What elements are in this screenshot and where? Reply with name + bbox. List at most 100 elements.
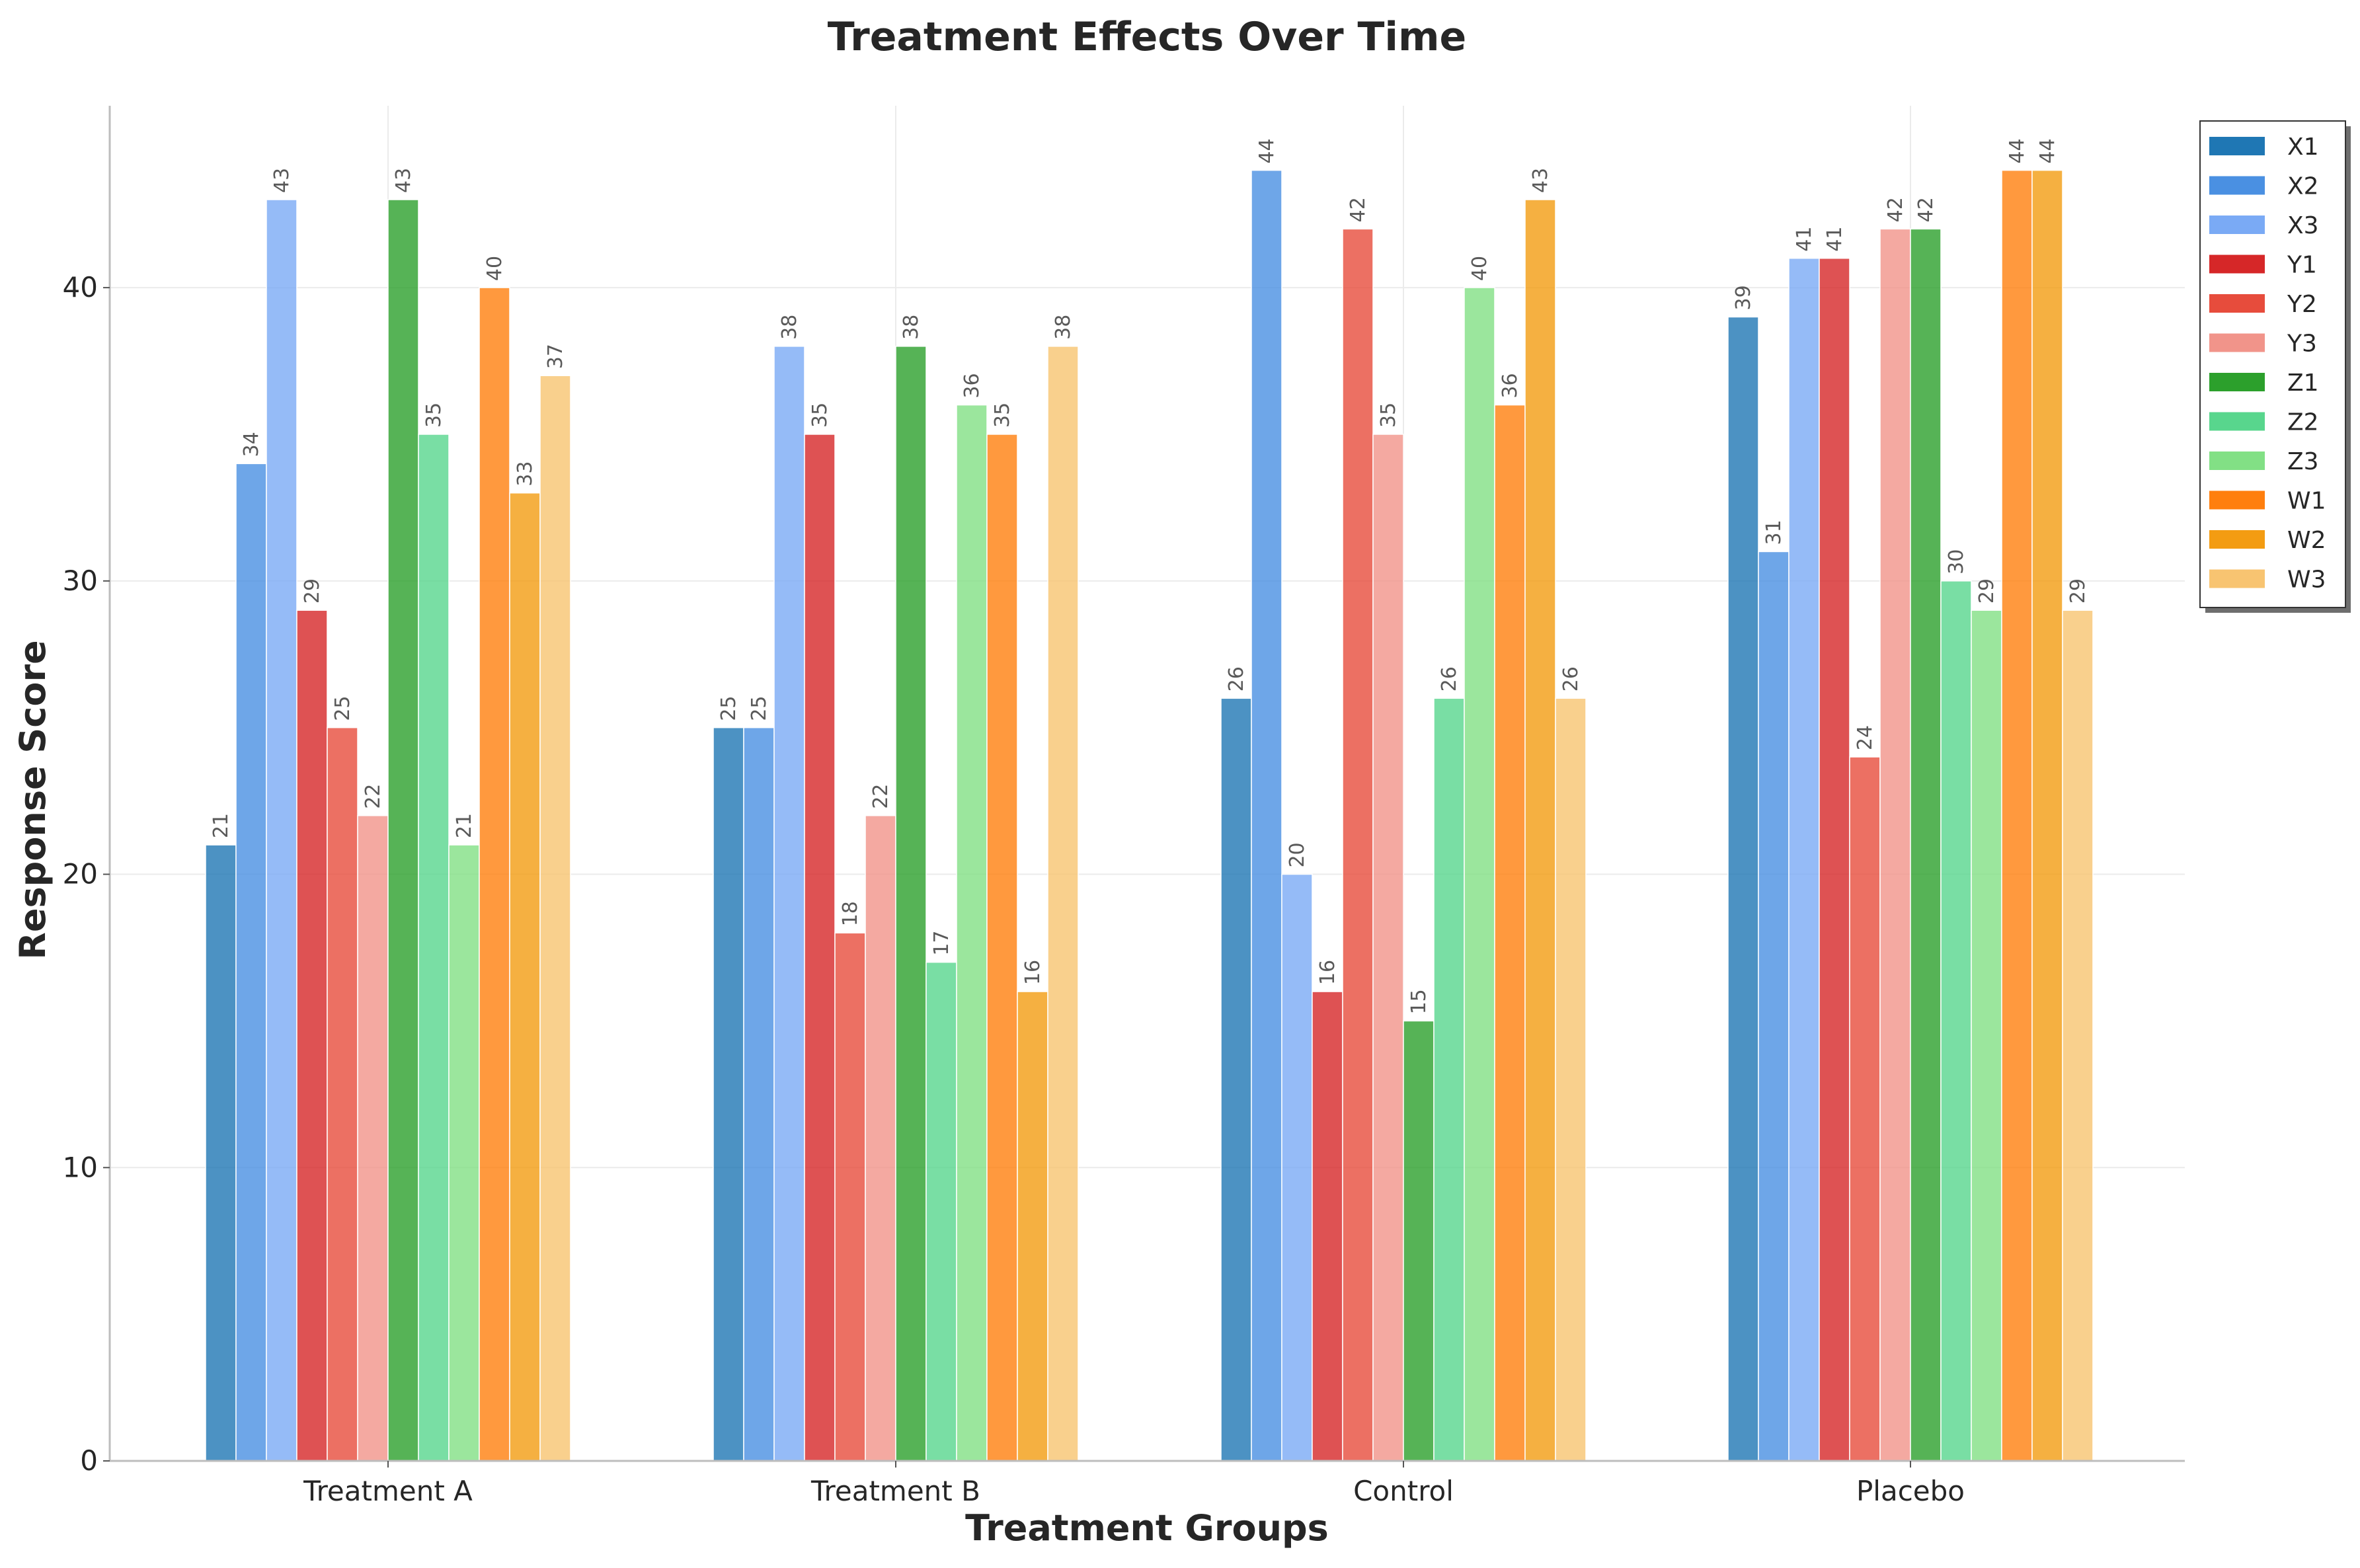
- bar-y3-treatment-b: [865, 815, 896, 1462]
- x-tick-label: Placebo: [1856, 1475, 1965, 1507]
- data-label: 30: [1945, 549, 1968, 574]
- y-tick-label: 40: [63, 271, 98, 303]
- data-label: 38: [1052, 315, 1075, 340]
- bar-y2-treatment-a: [327, 726, 358, 1462]
- legend-swatch-z3: [2209, 451, 2265, 470]
- bar-y1-treatment-b: [804, 434, 836, 1462]
- data-label: 38: [778, 315, 801, 340]
- bar-w3-control: [1555, 697, 1587, 1462]
- bar-x2-treatment-b: [743, 726, 775, 1462]
- data-label: 15: [1407, 989, 1431, 1014]
- data-label: 26: [1438, 666, 1461, 691]
- legend-swatch-y2: [2209, 294, 2265, 313]
- bar-x1-control: [1220, 697, 1252, 1462]
- legend-label-w1: W1: [2287, 488, 2326, 515]
- data-label: 29: [1975, 578, 1998, 604]
- data-label: 42: [1884, 197, 1907, 222]
- y-tick-label: 20: [63, 858, 98, 890]
- data-label: 44: [2006, 138, 2029, 163]
- bar-w1-treatment-a: [479, 287, 510, 1462]
- bar-z1-treatment-b: [895, 346, 927, 1462]
- bar-y1-control: [1312, 991, 1343, 1462]
- bar-x3-control: [1281, 873, 1313, 1462]
- data-label: 39: [1732, 285, 1755, 310]
- bar-x1-placebo: [1727, 316, 1759, 1462]
- bar-y1-placebo: [1819, 257, 1850, 1462]
- bar-x2-treatment-a: [235, 463, 267, 1462]
- legend-box: [2199, 120, 2346, 608]
- data-label: 22: [869, 784, 892, 809]
- bar-w1-placebo: [2001, 169, 2033, 1462]
- y-axis-label: Response Score: [12, 640, 54, 959]
- data-label: 36: [961, 373, 984, 398]
- bar-w1-control: [1494, 404, 1526, 1462]
- data-label: 17: [930, 930, 953, 955]
- bar-w3-treatment-a: [539, 375, 571, 1462]
- data-label: 44: [2036, 138, 2059, 163]
- x-tick-label: Treatment A: [303, 1475, 473, 1507]
- bar-z1-placebo: [1910, 228, 1942, 1462]
- legend-label-x2: X2: [2287, 173, 2319, 200]
- bar-y3-treatment-a: [357, 815, 389, 1462]
- data-label: 16: [1316, 960, 1339, 985]
- bar-y2-placebo: [1849, 756, 1881, 1462]
- legend-swatch-w1: [2209, 490, 2265, 510]
- data-label: 21: [210, 813, 233, 838]
- bars: [205, 169, 2094, 1462]
- bar-w2-placebo: [2031, 169, 2063, 1462]
- bar-y3-placebo: [1879, 228, 1911, 1462]
- data-label: 35: [422, 403, 446, 428]
- bar-z3-placebo: [1971, 609, 2002, 1462]
- bar-w1-treatment-b: [986, 434, 1018, 1462]
- data-label: 16: [1021, 960, 1044, 985]
- data-label: 43: [1529, 168, 1552, 193]
- legend-label-x1: X1: [2287, 134, 2319, 161]
- data-label: 44: [1255, 138, 1278, 163]
- legend-swatch-x1: [2209, 137, 2265, 155]
- data-label: 20: [1286, 842, 1309, 867]
- y-tick-label: 30: [63, 565, 98, 597]
- legend-swatch-z1: [2209, 373, 2265, 391]
- bar-z1-treatment-a: [387, 199, 419, 1462]
- legend-label-y1: Y1: [2287, 252, 2317, 279]
- data-label: 37: [544, 344, 567, 369]
- legend-swatch-w2: [2209, 530, 2265, 549]
- legend-label-x3: X3: [2287, 212, 2319, 239]
- bar-z2-placebo: [1940, 580, 1972, 1462]
- data-label: 22: [362, 784, 385, 809]
- data-label: 38: [900, 315, 923, 340]
- data-label: 26: [1559, 666, 1583, 691]
- data-label: 26: [1225, 666, 1248, 691]
- x-axis-label: Treatment Groups: [965, 1507, 1329, 1549]
- bar-x2-placebo: [1758, 551, 1790, 1462]
- bar-y3-control: [1372, 434, 1404, 1462]
- data-label: 29: [301, 578, 324, 604]
- data-label: 25: [717, 696, 740, 721]
- bar-x1-treatment-b: [713, 726, 744, 1462]
- legend-swatch-w3: [2209, 569, 2265, 588]
- legend-swatch-y1: [2209, 255, 2265, 274]
- data-label: 29: [2066, 578, 2090, 604]
- bar-z2-treatment-a: [418, 434, 450, 1462]
- y-tick-label: 0: [80, 1444, 98, 1477]
- data-label: 40: [483, 256, 506, 281]
- bar-y1-treatment-a: [296, 609, 328, 1462]
- data-label: 34: [240, 432, 263, 457]
- x-tick-label: Treatment B: [810, 1475, 980, 1507]
- data-label: 36: [1499, 373, 1522, 398]
- data-label: 31: [1762, 520, 1786, 545]
- legend-swatch-x3: [2209, 216, 2265, 234]
- legend-swatch-z2: [2209, 412, 2265, 431]
- bar-x1-treatment-a: [205, 844, 237, 1462]
- data-label: 43: [392, 168, 415, 193]
- bar-z2-control: [1433, 697, 1465, 1462]
- data-label: 43: [270, 168, 294, 193]
- data-label: 18: [839, 901, 862, 926]
- legend-label-z3: Z3: [2287, 448, 2319, 475]
- data-label: 42: [1347, 197, 1370, 222]
- legend-label-w2: W2: [2287, 527, 2326, 554]
- data-label: 35: [808, 403, 832, 428]
- bar-x2-control: [1251, 169, 1282, 1462]
- bar-w2-treatment-a: [509, 492, 541, 1462]
